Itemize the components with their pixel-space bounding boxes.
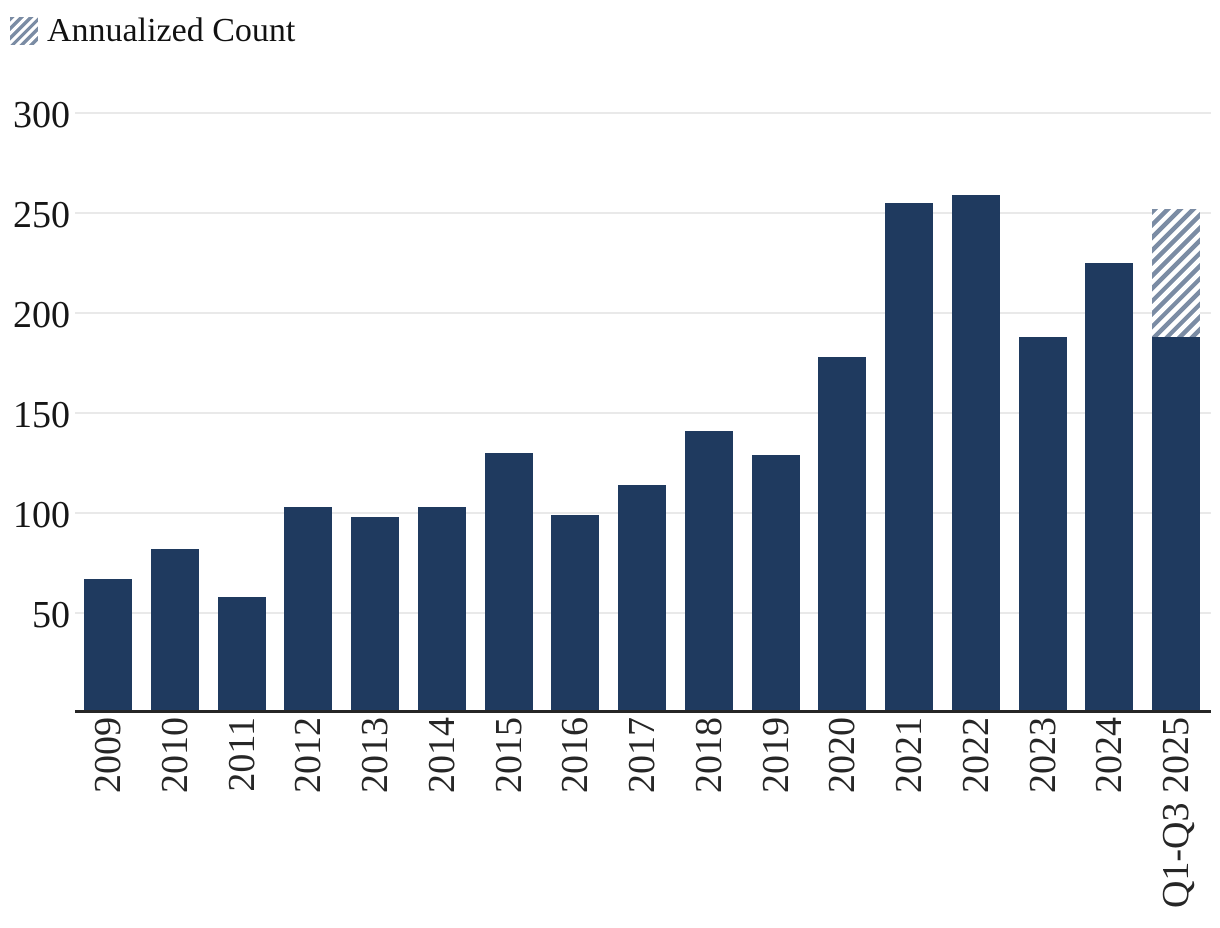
gridline-200: [75, 312, 1211, 314]
bar-Q1-Q3-2025: [1152, 337, 1200, 710]
bar-2023: [1018, 337, 1067, 710]
bar-2021: [885, 203, 933, 710]
bar-2012: [284, 507, 333, 710]
x-tick-label-2020: 2020: [821, 717, 864, 793]
legend: Annualized Count: [10, 12, 296, 49]
x-tick-label-2021: 2021: [888, 717, 930, 793]
x-tick-label-2014: 2014: [420, 717, 463, 793]
bar-2020: [818, 357, 867, 710]
x-tick-label-2022: 2022: [954, 717, 997, 793]
hatch-swatch-icon: [10, 17, 38, 45]
bar-2018: [684, 431, 733, 710]
bar-2016: [551, 515, 600, 710]
bar-2011: [217, 597, 266, 710]
x-tick-label-2012: 2012: [287, 717, 330, 793]
bar-2019: [751, 455, 800, 710]
y-tick-label-250: 250: [13, 194, 70, 236]
x-tick-label-Q1-Q3-2025: Q1-Q3 2025: [1155, 717, 1197, 909]
gridline-300: [75, 112, 1211, 114]
x-tick-label-2023: 2023: [1021, 717, 1064, 793]
y-tick-label-200: 200: [13, 294, 70, 336]
bar-2014: [417, 507, 466, 710]
x-tick-label-2011: 2011: [220, 717, 263, 792]
x-tick-label-2018: 2018: [687, 717, 730, 793]
bar-2010: [150, 549, 199, 710]
x-tick-label-2019: 2019: [754, 717, 797, 793]
x-axis-line: [75, 710, 1211, 713]
x-tick-label-2009: 2009: [87, 717, 129, 793]
x-tick-label-2016: 2016: [554, 717, 597, 793]
gridline-150: [75, 412, 1211, 414]
bar-2013: [351, 517, 399, 710]
annualized-hatch-segment: [1152, 209, 1200, 337]
y-tick-label-300: 300: [13, 94, 70, 136]
x-tick-label-2015: 2015: [487, 717, 530, 793]
bar-2022: [951, 195, 1000, 710]
x-tick-label-2024: 2024: [1088, 717, 1131, 793]
bar-2024: [1085, 263, 1134, 710]
y-tick-label-50: 50: [32, 594, 70, 636]
x-tick-label-2010: 2010: [153, 717, 196, 793]
y-tick-label-100: 100: [13, 494, 70, 536]
y-tick-label-150: 150: [13, 394, 70, 436]
bar-2017: [618, 485, 666, 710]
gridline-250: [75, 212, 1211, 214]
bar-2009: [84, 579, 132, 710]
legend-label: Annualized Count: [47, 12, 296, 49]
bar-2015: [484, 453, 533, 710]
x-tick-label-2013: 2013: [354, 717, 396, 793]
x-tick-label-2017: 2017: [621, 717, 663, 793]
